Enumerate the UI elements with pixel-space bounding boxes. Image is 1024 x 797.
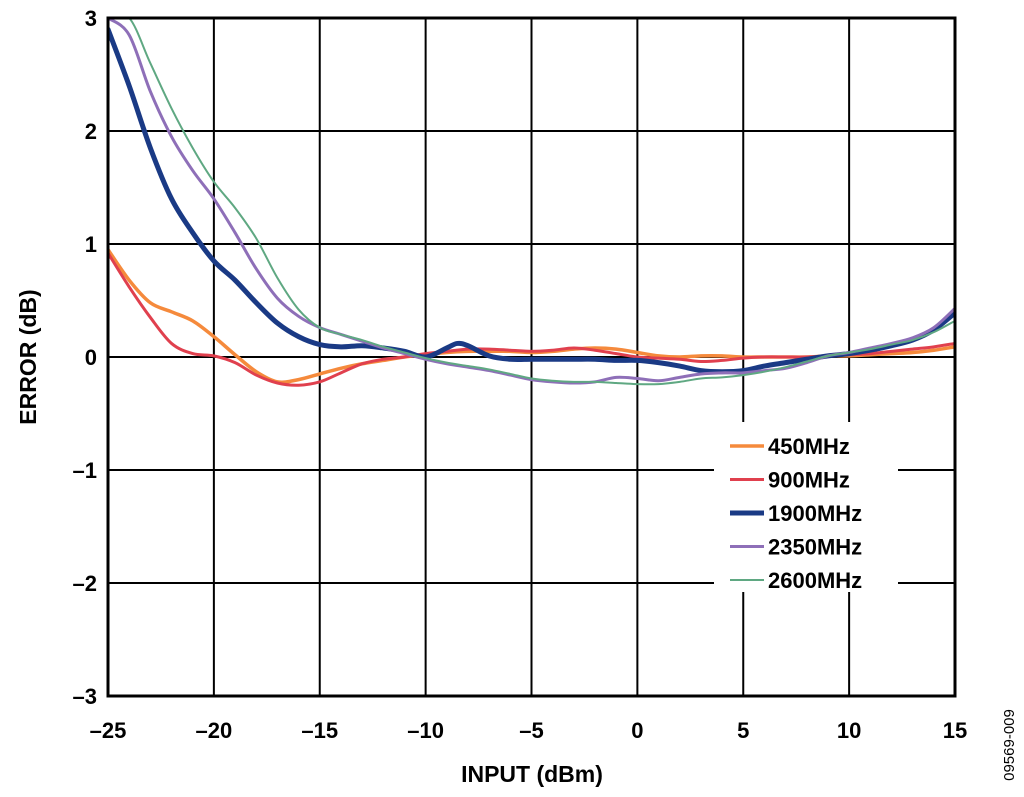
legend: 450MHz 900MHz 1900MHz 2350MHz 2600MHz xyxy=(714,422,898,593)
legend-label: 2600MHz xyxy=(768,568,862,593)
x-tick-label: –5 xyxy=(519,718,543,743)
y-tick-label: 0 xyxy=(85,345,97,370)
x-tick-label: –25 xyxy=(90,718,127,743)
series-line-2600mhz xyxy=(108,18,955,386)
x-tick-label: 15 xyxy=(943,718,967,743)
x-tick-label: –15 xyxy=(301,718,338,743)
figure-id: 09569-009 xyxy=(1001,709,1018,781)
x-tick-label: 5 xyxy=(737,718,749,743)
y-tick-label: 3 xyxy=(85,6,97,31)
y-tick-label: –2 xyxy=(73,571,97,596)
y-tick-label: –1 xyxy=(73,458,97,483)
x-axis-title: INPUT (dBm) xyxy=(461,761,603,787)
y-tick-label: –3 xyxy=(73,684,97,709)
y-axis-tick-labels: –3 –2 –1 0 1 2 3 xyxy=(73,6,97,709)
legend-background xyxy=(714,422,898,592)
legend-label: 900MHz xyxy=(768,468,850,493)
plot-frame xyxy=(106,16,957,698)
legend-label: 450MHz xyxy=(768,434,850,459)
x-tick-label: 0 xyxy=(631,718,643,743)
y-axis-title: ERROR (dB) xyxy=(15,289,41,424)
y-tick-label: 1 xyxy=(85,232,97,257)
series-line-1900mhz xyxy=(108,26,955,375)
x-axis-tick-labels: –25 –20 –15 –10 –5 0 5 10 15 xyxy=(90,718,968,743)
legend-label: 2350MHz xyxy=(768,535,862,560)
x-tick-label: 10 xyxy=(837,718,861,743)
x-tick-label: –20 xyxy=(196,718,233,743)
y-tick-label: 2 xyxy=(85,119,97,144)
legend-label: 1900MHz xyxy=(768,501,862,526)
x-tick-label: –10 xyxy=(407,718,444,743)
series-lines xyxy=(108,18,955,387)
